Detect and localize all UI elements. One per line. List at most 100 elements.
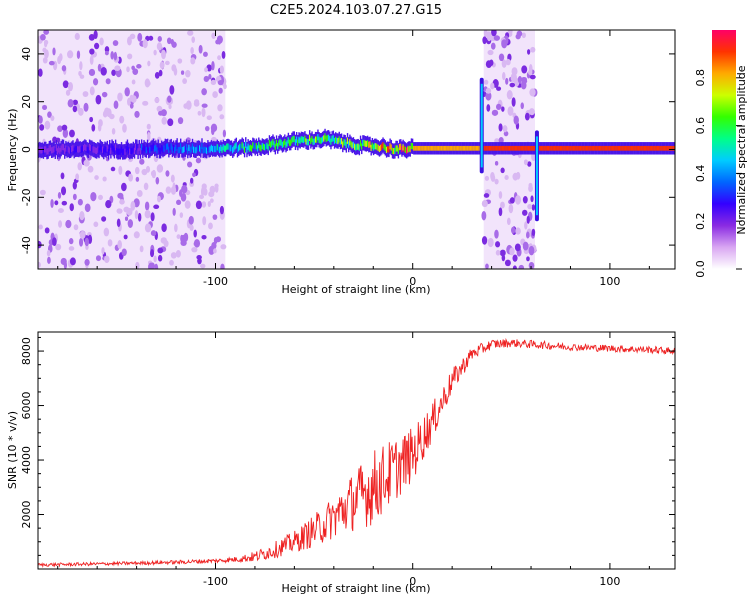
noise-speckle (166, 37, 172, 45)
ridge-core (266, 142, 268, 149)
noise-speckle (528, 184, 533, 193)
ridge-core (588, 145, 590, 151)
noise-speckle (521, 32, 526, 39)
noise-speckle (501, 106, 505, 112)
noise-speckle (127, 97, 131, 106)
ridge-core (204, 147, 207, 154)
ridge-core (241, 142, 243, 149)
ridge-core (162, 146, 164, 153)
noise-speckle (101, 247, 105, 255)
ridge-core (55, 144, 58, 151)
noise-speckle (52, 47, 56, 56)
ridge-core (53, 145, 55, 153)
y-tick-label: 4000 (20, 446, 33, 474)
noise-speckle (72, 193, 77, 201)
ridge-core (618, 145, 621, 151)
noise-speckle (76, 50, 81, 59)
noise-speckle (528, 245, 535, 256)
noise-speckle (498, 53, 505, 62)
ridge-core (419, 145, 421, 151)
spectrogram-y-axis-label: Frequency (Hz) (6, 109, 19, 192)
ridge-core (434, 145, 436, 151)
noise-speckle (506, 217, 511, 226)
ridge-core (259, 144, 261, 151)
noise-speckle (110, 166, 116, 172)
ridge-core (268, 139, 271, 146)
ridge-core (253, 142, 255, 150)
ridge-core (216, 144, 219, 151)
ridge-core (505, 145, 507, 151)
ridge-core (228, 143, 230, 151)
noise-speckle (52, 237, 57, 246)
ridge-core (440, 145, 442, 151)
ridge-core (151, 144, 153, 151)
ridge-core (661, 145, 663, 151)
ridge-core (630, 145, 633, 151)
noise-speckle (219, 65, 225, 74)
noise-speckle (142, 100, 149, 106)
ridge-core (403, 145, 406, 153)
ridge-core (559, 145, 562, 151)
noise-speckle (54, 200, 59, 206)
ridge-core (603, 145, 606, 151)
ridge-core (669, 145, 672, 151)
noise-speckle (481, 236, 488, 245)
ridge-core (516, 145, 518, 151)
ridge-core (504, 145, 506, 151)
ridge-core (308, 134, 311, 141)
noise-speckle (130, 201, 136, 211)
noise-speckle (509, 82, 516, 88)
ridge-core (531, 145, 533, 151)
ridge-core (551, 145, 553, 151)
noise-speckle (168, 104, 172, 110)
noise-speckle (93, 30, 98, 39)
noise-speckle (116, 208, 122, 214)
noise-speckle (501, 59, 507, 68)
noise-speckle (57, 55, 62, 65)
ridge-core (428, 145, 430, 151)
ridge-core (633, 145, 635, 151)
noise-speckle (79, 210, 85, 221)
ridge-core (455, 145, 458, 151)
noise-speckle (507, 106, 514, 116)
ridge-core (499, 145, 501, 151)
x-tick-label: 0 (409, 275, 416, 288)
noise-speckle (146, 81, 151, 86)
noise-speckle (209, 185, 216, 194)
noise-speckle (199, 194, 205, 200)
ridge-core (571, 145, 574, 151)
ridge-core (346, 137, 349, 144)
noise-speckle (107, 239, 113, 247)
ridge-core (486, 145, 488, 151)
noise-speckle (498, 137, 504, 144)
noise-speckle (494, 160, 499, 166)
colorbar-ticks: 0.0 0.2 0.4 0.6 0.8 (694, 69, 742, 278)
noise-speckle (502, 125, 508, 133)
noise-speckle (530, 195, 534, 203)
ridge-core (58, 146, 60, 153)
ridge-core (119, 148, 122, 155)
ridge-core (656, 145, 659, 151)
noise-speckle (493, 35, 501, 41)
ridge-core (164, 143, 167, 150)
ridge-core (124, 148, 126, 155)
ridge-core (572, 145, 575, 151)
ridge-core (275, 139, 278, 147)
ridge-core (61, 143, 64, 151)
ridge-core (363, 139, 365, 147)
ridge-core (305, 138, 307, 145)
noise-speckle (127, 219, 134, 228)
ridge-core (320, 137, 323, 144)
ridge-core (469, 145, 472, 151)
noise-speckle (67, 50, 74, 59)
noise-speckle (506, 90, 513, 100)
ridge-core (372, 144, 375, 151)
ridge-core (521, 145, 524, 151)
noise-speckle (169, 259, 174, 266)
noise-speckle (48, 60, 55, 66)
ridge-core (627, 145, 629, 151)
ridge-core (56, 148, 59, 155)
noise-speckle (491, 109, 499, 116)
ridge-core (614, 145, 616, 151)
